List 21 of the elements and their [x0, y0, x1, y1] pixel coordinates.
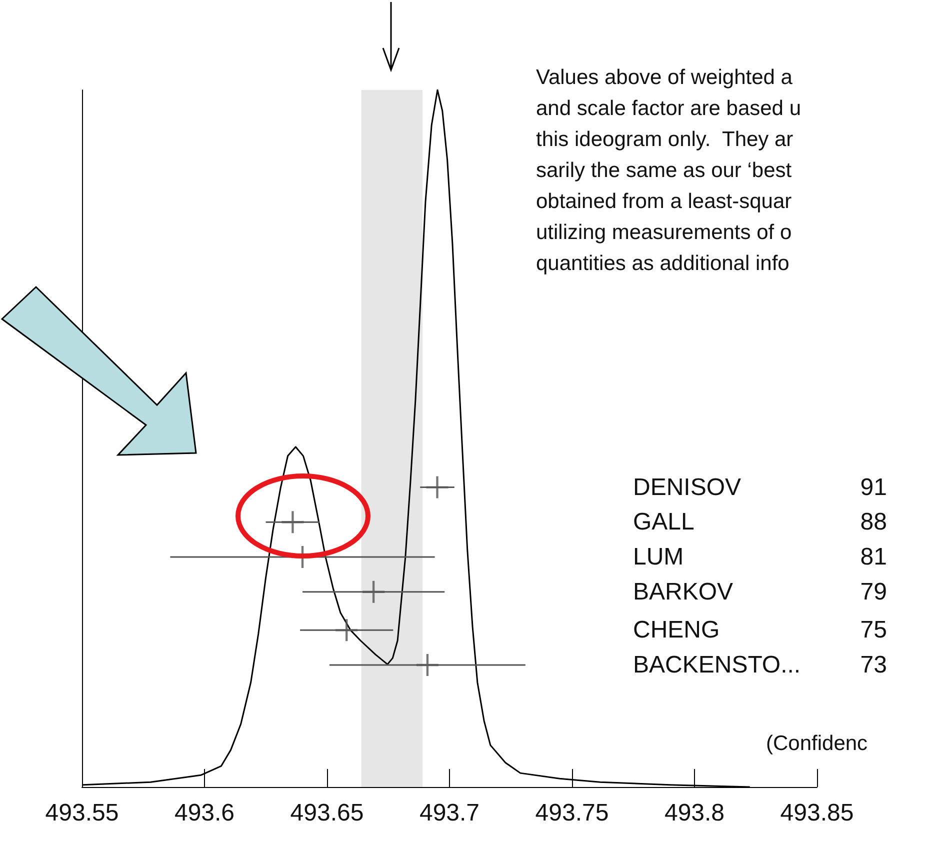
text: 88: [860, 508, 887, 536]
x-tick-label: 493.85: [780, 800, 854, 826]
annotation: BACKENSTO...: [633, 652, 801, 679]
x-tick-label: 493.65: [290, 800, 364, 826]
annotation: (Confidenc: [766, 732, 868, 755]
annotation: Values above of weighted a and scale factor are based u this ideogram only. They ar sarily the same as our ‘best obtained from a least-squar utilizing measurements of o quantities as additional info: [536, 66, 802, 275]
annotation: LUM: [633, 543, 684, 570]
text: 79: [860, 578, 887, 606]
annotation: BARKOV: [633, 578, 734, 606]
x-tick-label: 493.55: [45, 800, 119, 826]
x-tick-label: 493.7: [419, 800, 480, 826]
x-tick-label: 493.6: [174, 800, 235, 826]
annotation: DENISOV: [633, 474, 742, 501]
annotation: GALL: [633, 508, 694, 536]
text: 91: [860, 474, 887, 501]
x-tick-label: 493.8: [664, 800, 725, 826]
annotation: CHENG: [633, 616, 720, 644]
text: 75: [860, 616, 887, 644]
text: 73: [860, 652, 887, 679]
x-tick-label: 493.75: [535, 800, 609, 826]
text: 81: [860, 543, 887, 570]
